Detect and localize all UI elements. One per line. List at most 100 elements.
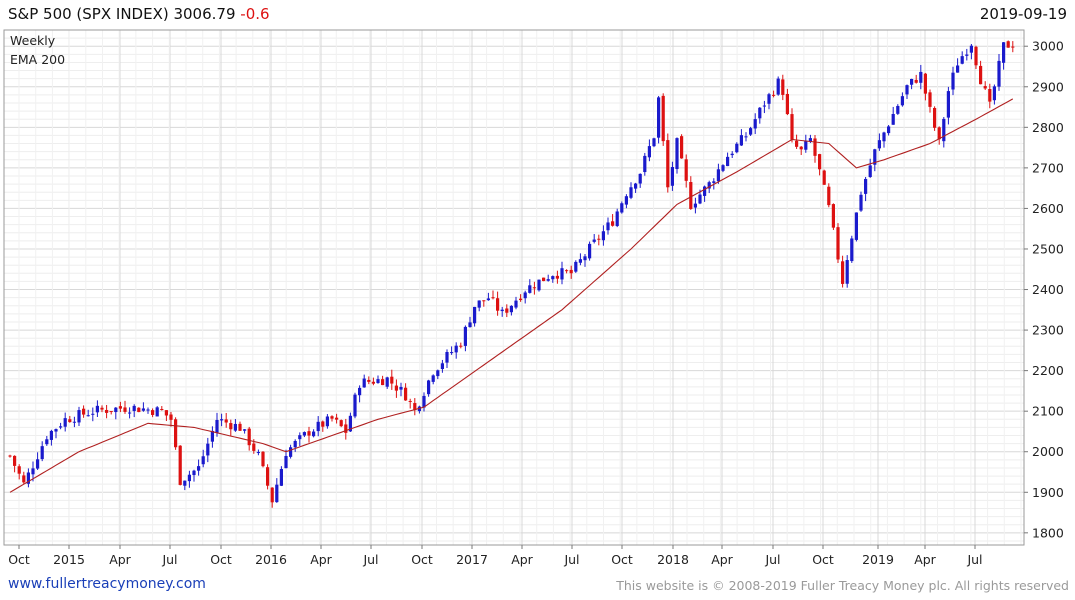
candle-body <box>339 420 343 427</box>
candle-body <box>252 443 256 451</box>
candle-body <box>141 408 145 411</box>
candle-body <box>160 408 164 410</box>
candle-body <box>128 412 132 414</box>
candle <box>946 86 950 125</box>
candle <box>63 412 67 432</box>
candle-body <box>8 455 12 457</box>
candle <box>72 416 76 428</box>
candle <box>923 72 927 101</box>
candle <box>399 382 403 397</box>
candle-body <box>601 231 605 241</box>
candle-body <box>988 89 992 102</box>
candle <box>266 464 270 490</box>
candle <box>859 191 863 212</box>
candle-body <box>845 260 849 284</box>
candle-body <box>850 238 854 262</box>
candle-body <box>367 379 371 382</box>
candle <box>560 261 564 285</box>
y-tick-label: 2100 <box>1032 404 1064 419</box>
candle-body <box>358 387 362 396</box>
candle <box>882 131 886 148</box>
candle <box>785 88 789 116</box>
candle <box>1006 40 1010 48</box>
candle <box>555 270 559 284</box>
candle-body <box>785 93 789 115</box>
candle <box>459 342 463 349</box>
candle-body <box>109 411 113 413</box>
candle <box>201 449 205 468</box>
candle-body <box>100 407 104 410</box>
candle-body <box>772 94 776 96</box>
candle-body <box>325 416 329 427</box>
candle-body <box>381 379 385 386</box>
candle-body <box>289 447 293 457</box>
candle <box>689 176 693 210</box>
candle-body <box>795 140 799 147</box>
candle <box>187 470 191 488</box>
candle-body <box>666 140 670 188</box>
candle <box>767 92 771 110</box>
x-tick-label: Apr <box>511 552 533 567</box>
candle-body <box>187 474 191 482</box>
candle-body <box>174 419 178 448</box>
candle <box>344 418 348 440</box>
candle-body <box>408 400 412 402</box>
ema200-line <box>9 98 1014 493</box>
candle <box>726 152 730 167</box>
candle <box>229 419 233 437</box>
candle-body <box>376 379 380 384</box>
candle-body <box>169 414 173 420</box>
candle <box>307 426 311 443</box>
candle-body <box>45 439 49 445</box>
candle-body <box>716 169 720 182</box>
candle-body <box>546 279 550 281</box>
candle-body <box>703 186 707 196</box>
candle <box>169 412 173 427</box>
candle-body <box>804 140 808 150</box>
candle-body <box>505 308 509 313</box>
candle <box>592 234 596 244</box>
candle-body <box>588 243 592 259</box>
x-tick-label: 2016 <box>255 552 287 567</box>
x-tick-label: Apr <box>310 552 332 567</box>
x-tick-label: Jul <box>161 552 177 567</box>
candle-body <box>744 136 748 138</box>
x-tick-label: Oct <box>611 552 633 567</box>
candle-body <box>661 95 665 142</box>
candle <box>657 95 661 144</box>
candle <box>1011 41 1015 53</box>
candle <box>551 275 555 283</box>
candle <box>256 449 260 456</box>
candle-body <box>22 475 26 483</box>
candle <box>312 429 316 438</box>
candle-body <box>997 60 1001 87</box>
candle-body <box>491 297 495 299</box>
candle <box>758 107 762 124</box>
candle <box>588 241 592 261</box>
candle <box>891 106 895 125</box>
website-link[interactable]: www.fullertreacymoney.com <box>8 576 206 592</box>
candle <box>537 279 541 292</box>
candle-body <box>758 107 762 119</box>
x-tick-label: Apr <box>914 552 936 567</box>
candle <box>86 409 90 417</box>
candle <box>528 279 532 294</box>
candle-body <box>762 105 766 107</box>
candle <box>105 404 109 419</box>
candle <box>523 290 527 304</box>
candle-body <box>675 138 679 170</box>
candle-body <box>335 417 339 420</box>
candle-body <box>813 138 817 156</box>
candle-body <box>229 423 233 430</box>
candle-series <box>8 40 1015 508</box>
candle-body <box>565 270 569 272</box>
candle-body <box>689 182 693 209</box>
candle-body <box>680 136 684 159</box>
candle-body <box>638 173 642 184</box>
candle <box>933 106 937 131</box>
candle <box>514 296 518 310</box>
candle <box>629 182 633 200</box>
candle-body <box>693 203 697 208</box>
candle <box>26 468 30 488</box>
candle-body <box>583 256 587 261</box>
